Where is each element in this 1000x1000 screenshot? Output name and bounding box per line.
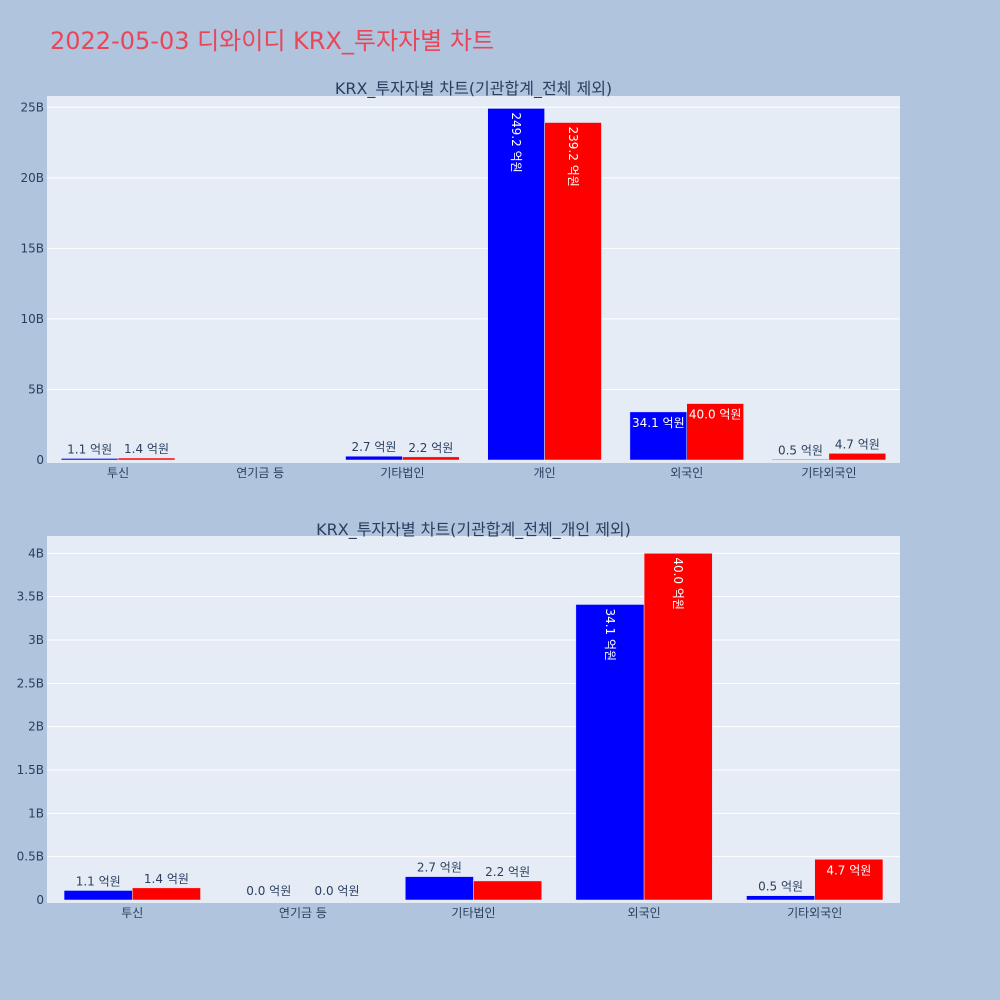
data-label: 40.0 억원 bbox=[689, 408, 742, 422]
x-tick-label: 기타외국인 bbox=[801, 466, 856, 480]
data-label: 2.7 억원 bbox=[351, 440, 396, 454]
plot-area bbox=[47, 536, 900, 903]
data-label: 34.1 억원 bbox=[603, 608, 617, 661]
y-tick-label: 2B bbox=[28, 720, 44, 734]
y-tick-label: 5B bbox=[28, 382, 44, 396]
data-label: 0.5 억원 bbox=[778, 443, 823, 457]
x-tick-label: 외국인 bbox=[670, 466, 703, 480]
x-tick-label: 연기금 등 bbox=[279, 906, 327, 920]
data-label: 1.1 억원 bbox=[67, 442, 112, 456]
bar-b bbox=[402, 456, 460, 461]
y-tick-label: 3.5B bbox=[17, 590, 44, 604]
y-tick-label: 1.5B bbox=[17, 763, 44, 777]
data-label: 2.2 억원 bbox=[485, 865, 530, 879]
data-label: 1.1 억원 bbox=[76, 874, 121, 888]
bar-a bbox=[629, 411, 688, 461]
y-tick-label: 0.5B bbox=[17, 850, 44, 864]
y-tick-label: 3B bbox=[28, 633, 44, 647]
y-tick-label: 15B bbox=[20, 241, 44, 255]
y-tick-label: 1B bbox=[28, 806, 44, 820]
y-tick-label: 0 bbox=[36, 453, 44, 467]
chart-top: KRX_투자자별 차트(기관합계_전체 제외) 0 5B 10B 15B 20B 25B 투신… bbox=[20, 79, 900, 480]
bar-a bbox=[771, 459, 830, 461]
bar-a bbox=[487, 108, 545, 461]
data-label: 1.4 억원 bbox=[144, 872, 189, 886]
bar-a bbox=[746, 895, 815, 901]
data-label: 40.0 억원 bbox=[671, 557, 685, 610]
data-label: 34.1 억원 bbox=[632, 416, 685, 430]
bar-b bbox=[132, 887, 201, 901]
bar-b bbox=[686, 403, 744, 461]
y-tick-label: 20B bbox=[20, 171, 44, 185]
x-tick-label: 투신 bbox=[121, 906, 143, 920]
data-label: 4.7 억원 bbox=[835, 437, 880, 451]
bar-b bbox=[117, 457, 176, 461]
data-label: 0.0 억원 bbox=[246, 884, 291, 898]
x-tick-label: 연기금 등 bbox=[236, 466, 284, 480]
page-title: 2022-05-03 디와이디 KRX_투자자별 차트 bbox=[50, 27, 494, 55]
data-label: 2.2 억원 bbox=[408, 441, 453, 455]
chart-title: KRX_투자자별 차트(기관합계_전체_개인 제외) bbox=[316, 520, 631, 540]
bar-b bbox=[828, 453, 887, 461]
x-tick-label: 기타외국인 bbox=[787, 906, 842, 920]
chart-bottom: KRX_투자자별 차트(기관합계_전체_개인 제외) 0 0.5B 1B 1.5B 2B 2… bbox=[17, 520, 900, 920]
data-label: 239.2 억원 bbox=[566, 127, 580, 187]
y-tick-label: 25B bbox=[20, 100, 44, 114]
y-tick-label: 10B bbox=[20, 312, 44, 326]
bar-b bbox=[473, 880, 542, 901]
y-tick-label: 0 bbox=[36, 893, 44, 907]
x-tick-label: 기타법인 bbox=[380, 466, 424, 480]
bar-b bbox=[814, 859, 884, 901]
y-tick-label: 2.5B bbox=[17, 676, 44, 690]
bar-a bbox=[60, 458, 119, 461]
y-tick-label: 4B bbox=[28, 546, 44, 560]
bar-a bbox=[345, 455, 403, 461]
data-label: 1.4 억원 bbox=[124, 442, 169, 456]
bar-b bbox=[643, 553, 713, 901]
bar-a bbox=[405, 876, 474, 901]
plot-area bbox=[47, 96, 900, 463]
data-label: 2.7 억원 bbox=[417, 861, 462, 875]
x-tick-label: 개인 bbox=[534, 466, 556, 480]
bar-a bbox=[63, 890, 133, 901]
data-label: 249.2 억원 bbox=[509, 112, 523, 172]
chart-title: KRX_투자자별 차트(기관합계_전체 제외) bbox=[335, 79, 612, 99]
x-tick-label: 기타법인 bbox=[451, 906, 495, 920]
bar-a bbox=[575, 604, 645, 901]
x-tick-label: 투신 bbox=[107, 466, 129, 480]
bar-b bbox=[544, 122, 602, 461]
data-label: 0.5 억원 bbox=[758, 880, 803, 894]
data-label: 4.7 억원 bbox=[826, 863, 871, 877]
data-label: 0.0 억원 bbox=[315, 884, 360, 898]
x-tick-label: 외국인 bbox=[628, 906, 661, 920]
